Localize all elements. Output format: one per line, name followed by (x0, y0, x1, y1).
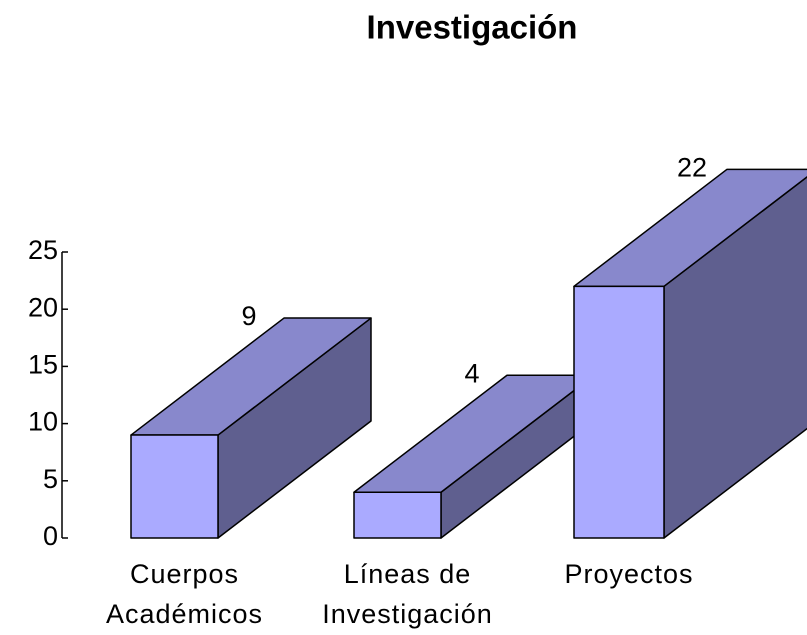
value-label: 9 (241, 301, 256, 331)
x-tick-label: Proyectos (564, 559, 693, 589)
bar (573, 285, 665, 539)
bar (353, 491, 442, 539)
value-label: 22 (677, 152, 707, 182)
y-tick-label: 10 (28, 407, 58, 437)
x-tick-label: Líneas de (344, 559, 472, 589)
y-tick-label: 15 (28, 350, 58, 380)
y-tick-label: 20 (28, 292, 58, 322)
bar (130, 434, 219, 539)
y-tick-label: 25 (28, 235, 58, 265)
x-tick-label: Académicos (106, 599, 263, 629)
value-label: 4 (464, 358, 479, 388)
y-tick-label: 5 (43, 464, 58, 494)
y-tick-label: 0 (43, 521, 58, 551)
x-tick-label: Investigación (322, 599, 493, 629)
x-tick-label: Cuerpos (130, 559, 239, 589)
chart-title: Investigación (367, 9, 578, 46)
